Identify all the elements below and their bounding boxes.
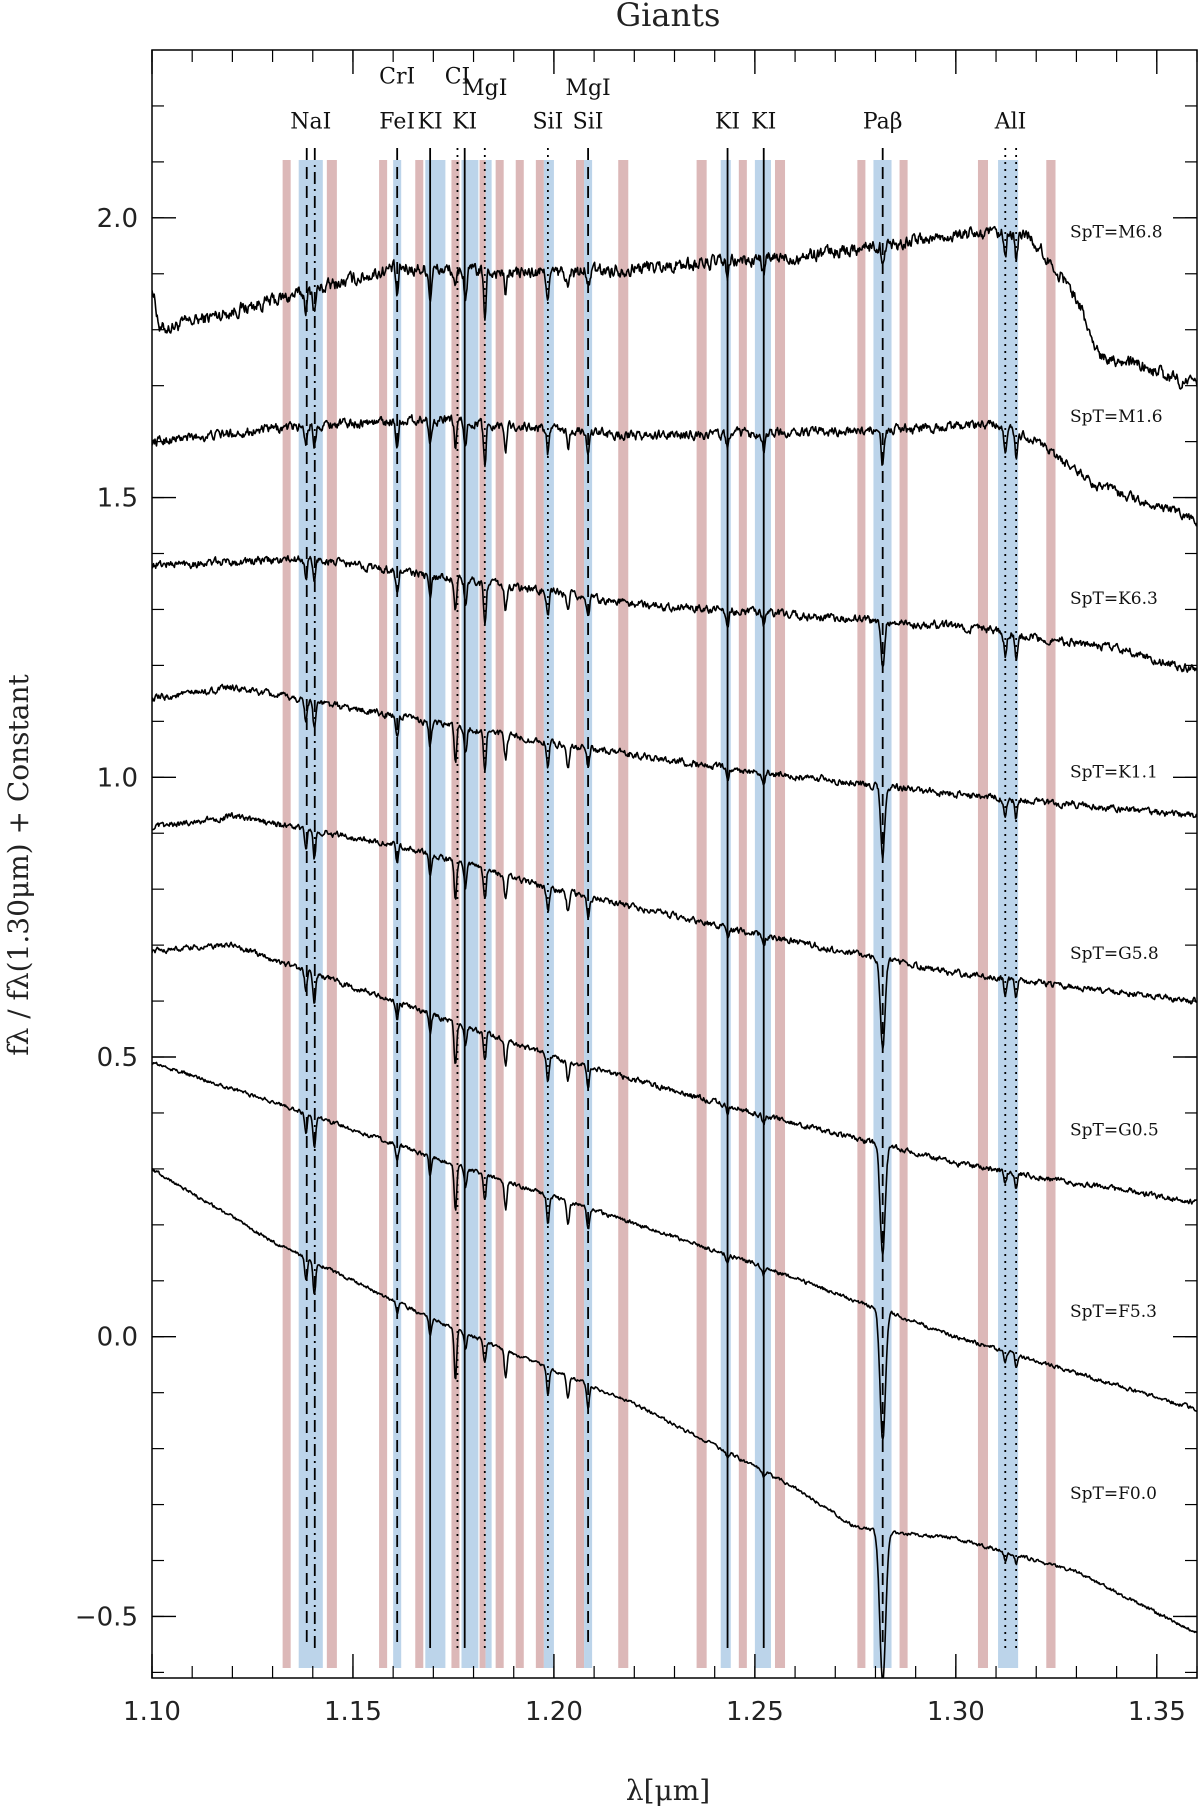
spectral-type-label: SpT=F5.3 <box>1070 1302 1157 1322</box>
chart-title: Giants <box>616 0 721 34</box>
spectral-line-label: KI <box>715 109 740 134</box>
spectral-type-label: SpT=M6.8 <box>1070 222 1163 242</box>
continuum-band <box>696 160 707 1668</box>
feature-band <box>425 160 446 1668</box>
spectrum-line <box>152 1168 1197 1678</box>
continuum-band <box>977 160 988 1668</box>
continuum-band <box>479 160 486 1668</box>
y-tick-label: −0.5 <box>75 1602 138 1632</box>
y-tick-label: 1.5 <box>97 484 138 514</box>
continuum-band <box>774 160 786 1668</box>
spectral-line-label: SiI <box>573 109 604 134</box>
spectral-line-label: AlI <box>994 109 1027 134</box>
axis-ticks: 1.10 1.15 1.20 1.25 1.30 1.35 −0.5 0.0 0.5 1.0 1.5… <box>75 50 1198 1727</box>
x-tick-label: 1.10 <box>123 1697 181 1727</box>
spectral-line-label: CI <box>445 65 471 90</box>
spectral-line-label: MgI <box>565 76 610 101</box>
line-markers <box>305 148 1018 1648</box>
spectral-line-label: FeI <box>379 109 415 134</box>
x-axis-label: λ[μm] <box>626 1774 710 1807</box>
continuum-band <box>495 160 504 1668</box>
continuum-band <box>618 160 629 1668</box>
x-tick-label: 1.20 <box>525 1697 583 1727</box>
spectrum-line <box>152 941 1197 1256</box>
spectral-type-label: SpT=F0.0 <box>1070 1484 1157 1504</box>
continuum-band <box>515 160 524 1668</box>
x-tick-label: 1.30 <box>927 1697 985 1727</box>
y-tick-label: 0.5 <box>97 1043 138 1073</box>
x-tick-label: 1.35 <box>1128 1697 1186 1727</box>
spectral-line-label: NaI <box>290 109 331 134</box>
wavelength-bands <box>282 160 1056 1668</box>
spectral-line-label: SiI <box>532 109 563 134</box>
spectral-type-label: SpT=G0.5 <box>1070 1120 1159 1140</box>
feature-band <box>461 160 479 1668</box>
feature-band <box>720 160 731 1668</box>
continuum-band <box>738 160 747 1668</box>
continuum-band <box>326 160 337 1668</box>
spectral-line-label: CrI <box>379 65 415 90</box>
y-tick-label: 0.0 <box>97 1323 138 1353</box>
feature-band <box>485 160 492 1668</box>
x-tick-label: 1.25 <box>726 1697 784 1727</box>
continuum-band <box>576 160 585 1668</box>
spectral-line-label: Paβ <box>863 109 903 134</box>
spectrum-line <box>152 683 1197 860</box>
continuum-band <box>899 160 908 1668</box>
spectra-series <box>152 225 1197 1678</box>
spectral-type-label: SpT=K6.3 <box>1070 589 1158 609</box>
continuum-band <box>415 160 424 1668</box>
spectrum-line <box>152 811 1197 1050</box>
continuum-band <box>857 160 866 1668</box>
spectrum-line <box>152 554 1197 673</box>
spectral-type-label: SpT=M1.6 <box>1070 407 1163 427</box>
continuum-band <box>535 160 544 1668</box>
feature-band <box>543 160 554 1668</box>
y-tick-label: 2.0 <box>97 204 138 234</box>
x-tick-label: 1.15 <box>324 1697 382 1727</box>
spectral-line-label: KI <box>452 109 477 134</box>
spectral-line-label: MgI <box>462 76 507 101</box>
feature-band <box>298 160 323 1668</box>
spectrum-line <box>152 1061 1197 1441</box>
spectrum-line <box>152 414 1197 527</box>
feature-band <box>998 160 1019 1668</box>
spectral-type-label: SpT=K1.1 <box>1070 762 1158 782</box>
spectral-line-label: KI <box>418 109 443 134</box>
y-tick-label: 1.0 <box>97 763 138 793</box>
continuum-band <box>282 160 291 1668</box>
y-axis-label: fλ / fλ(1.30μm) + Constant <box>2 673 35 1055</box>
continuum-band <box>451 160 460 1668</box>
spectral-type-label: SpT=G5.8 <box>1070 944 1159 964</box>
spectral-type-labels: SpT=M6.8 SpT=M1.6 SpT=K6.3 SpT=K1.1 SpT=G5.8… <box>1070 222 1163 1504</box>
spectral-line-label: KI <box>751 109 776 134</box>
continuum-band <box>1046 160 1056 1668</box>
continuum-band <box>379 160 388 1668</box>
spectrum-line <box>152 225 1197 390</box>
